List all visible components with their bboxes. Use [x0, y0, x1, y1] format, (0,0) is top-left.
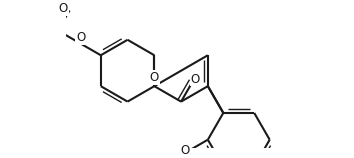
Text: O: O — [59, 2, 68, 15]
Text: O: O — [181, 144, 190, 157]
Text: O: O — [76, 31, 85, 44]
Text: O: O — [190, 73, 200, 86]
Text: O: O — [150, 71, 159, 84]
